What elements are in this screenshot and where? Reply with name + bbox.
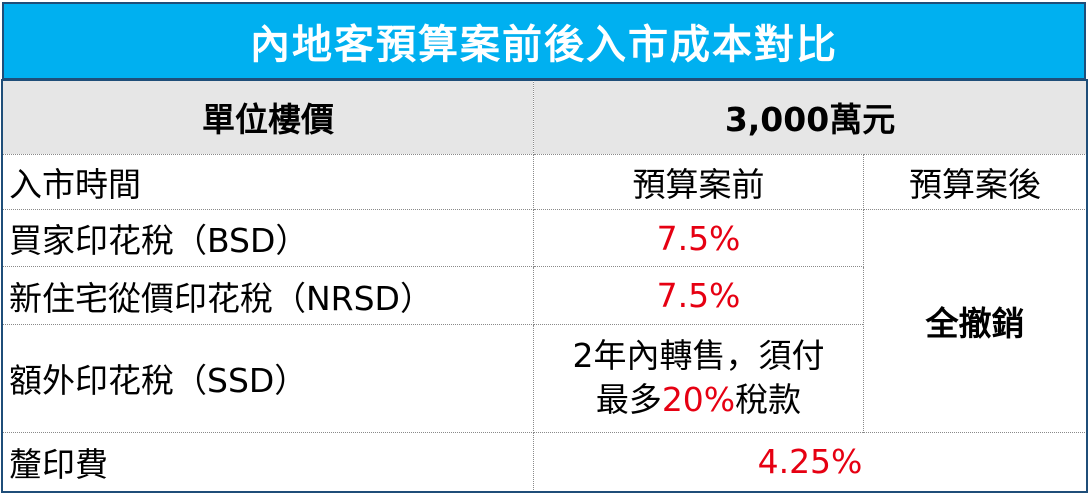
ssd-line-2-prefix: 最多 [595,380,662,420]
header-label: 單位樓價 [2,80,534,155]
table-row: 入市時間 預算案前 預算案後 [2,153,1088,210]
nrsd-before-value: 7.5% [533,266,864,325]
row-label-timing: 入市時間 [2,153,534,210]
column-before: 預算案前 [533,153,864,210]
header-value: 3,000萬元 [532,80,1088,155]
row-label-fee: 釐印費 [2,431,534,493]
table-row: 釐印費 4.25% [2,431,1088,493]
bsd-before-value: 7.5% [533,208,864,268]
ssd-before-value: 2年內轉售，須付 最多20%稅款 [533,323,864,433]
fee-value: 4.25% [532,431,1088,493]
row-label-nrsd: 新住宅從價印花稅（NRSD） [2,266,534,325]
table-row: 新住宅從價印花稅（NRSD） 7.5% [2,266,1087,325]
ssd-line-1: 2年內轉售，須付 [572,336,825,376]
header-row: 單位樓價 3,000萬元 [2,80,1088,155]
after-merged-value: 全撤銷 [862,208,1088,433]
comparison-table: 單位樓價 3,000萬元 入市時間 預算案前 預算案後 買家印花稅（BSD） 7… [0,79,1088,493]
row-label-ssd: 額外印花稅（SSD） [2,323,534,433]
page-title: 內地客預算案前後入市成本對比 [2,2,1086,80]
row-label-bsd: 買家印花稅（BSD） [2,208,534,268]
column-after: 預算案後 [862,153,1088,210]
ssd-line-2-suffix: 稅款 [735,380,802,420]
ssd-rate-highlight: 20% [661,380,736,420]
ssd-line-2: 最多20%稅款 [540,378,857,422]
table-row: 買家印花稅（BSD） 7.5% 全撤銷 [2,208,1088,433]
